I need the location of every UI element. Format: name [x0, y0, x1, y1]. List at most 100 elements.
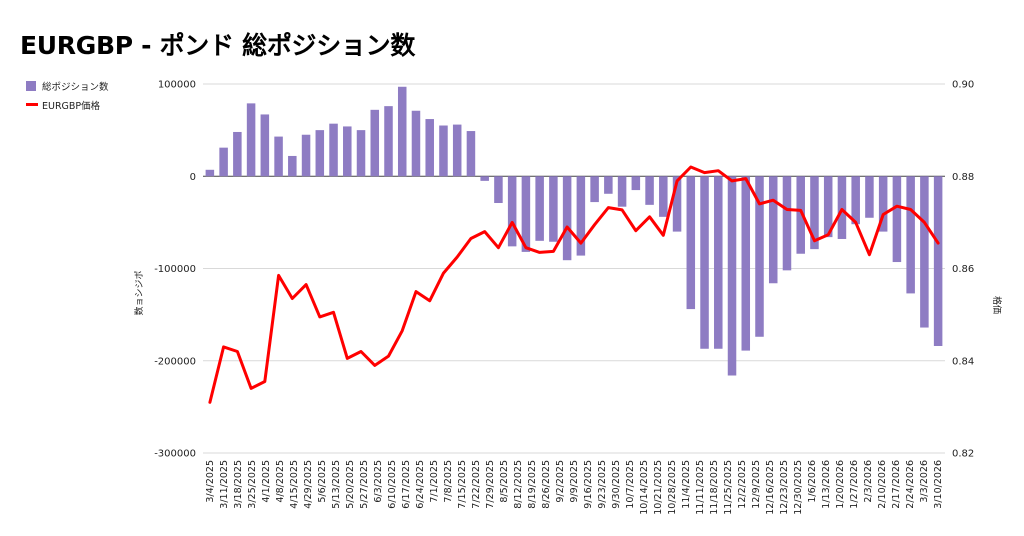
x-tick-label: 6/3/2025 [373, 460, 384, 503]
x-tick-label: 2/3/2026 [863, 460, 874, 503]
legend-item-price: EURGBP価格 [26, 95, 109, 114]
bar [590, 176, 599, 203]
bar [494, 176, 503, 204]
bar [411, 110, 421, 177]
x-tick-label: 12/23/2025 [779, 460, 790, 515]
bar [521, 176, 531, 252]
y-right-tick-label: 0.86 [952, 264, 974, 275]
x-tick-label: 9/2/2025 [555, 460, 566, 503]
x-tick-label: 4/1/2025 [261, 460, 272, 503]
bar [466, 131, 476, 177]
bar [370, 109, 380, 177]
bar [343, 126, 352, 177]
bar [535, 176, 544, 241]
bar [356, 130, 366, 177]
x-tick-label: 4/15/2025 [289, 460, 300, 509]
legend-swatch-line [26, 103, 38, 106]
bar [274, 136, 283, 177]
x-tick-label: 10/21/2025 [653, 460, 664, 515]
bar [645, 176, 654, 205]
x-tick-label: 6/24/2025 [415, 460, 426, 509]
x-tick-label: 11/18/2025 [709, 460, 720, 515]
legend: 総ポジション数 EURGBP価格 [26, 76, 109, 114]
x-tick-label: 8/26/2025 [541, 460, 552, 509]
line-series [208, 165, 940, 404]
y-left-tick-label: -200000 [154, 356, 196, 367]
x-tick-label: 8/12/2025 [513, 460, 524, 509]
x-tick-label: 6/10/2025 [387, 460, 398, 509]
bar [823, 176, 833, 238]
bar [631, 176, 641, 191]
chart-title: EURGBP - ポンド 総ポジション数 [20, 31, 416, 60]
bar [686, 176, 696, 310]
legend-swatch-bar [26, 80, 36, 91]
x-tick-label: 2/17/2026 [891, 460, 902, 509]
x-tick-label: 11/11/2025 [695, 460, 706, 515]
bar [659, 176, 668, 217]
x-tick-label: 8/19/2025 [527, 460, 538, 509]
bar [260, 114, 270, 177]
bar [288, 155, 297, 177]
x-tick-label: 9/9/2025 [569, 460, 580, 503]
bar [562, 176, 572, 261]
x-tick-label: 7/8/2025 [443, 460, 454, 503]
x-tick-label: 12/30/2025 [793, 460, 804, 515]
bar [714, 176, 723, 349]
x-tick-label: 3/18/2025 [233, 460, 244, 509]
bar [892, 176, 902, 263]
bar [205, 169, 215, 177]
bar-series [205, 86, 943, 376]
x-tick-label: 4/8/2025 [275, 460, 286, 503]
bar [906, 176, 915, 294]
bar [301, 134, 311, 177]
bar [782, 176, 792, 271]
x-tick-label: 9/23/2025 [597, 460, 608, 509]
bar [810, 176, 819, 250]
y-left-tick-label: -100000 [154, 264, 196, 275]
x-tick-label: 7/22/2025 [471, 460, 482, 509]
x-tick-label: 1/20/2026 [835, 460, 846, 509]
bar [425, 119, 434, 177]
x-tick-label: 12/16/2025 [765, 460, 776, 515]
x-tick-label: 3/25/2025 [247, 460, 258, 509]
bar [246, 103, 256, 177]
y-right-tick-label: 0.88 [952, 172, 974, 183]
bar [933, 176, 943, 346]
legend-item-positions: 総ポジション数 [26, 76, 109, 95]
y-right-tick-label: 0.90 [952, 80, 974, 91]
bar [439, 125, 448, 177]
bar [219, 147, 228, 177]
bar [233, 131, 242, 177]
price-line [208, 165, 940, 404]
x-tick-label: 6/17/2025 [401, 460, 412, 509]
x-tick-label: 3/4/2025 [205, 460, 216, 503]
x-tick-label: 7/1/2025 [429, 460, 440, 503]
bar [700, 176, 709, 349]
y-left-tick-label: 0 [190, 172, 196, 183]
x-tick-label: 7/29/2025 [485, 460, 496, 509]
bar [878, 176, 888, 232]
bar [604, 176, 613, 194]
bar [755, 176, 764, 337]
y-right-tick-label: 0.84 [952, 356, 974, 367]
x-axis: 3/4/2025 3/11/2025 3/18/2025 3/25/2025 4/1/2… [205, 460, 944, 515]
x-tick-label: 9/30/2025 [611, 460, 622, 509]
x-tick-label: 9/16/2025 [583, 460, 594, 509]
bar [315, 130, 325, 177]
x-tick-label: 5/27/2025 [359, 460, 370, 509]
x-tick-label: 5/20/2025 [345, 460, 356, 509]
bar [480, 176, 489, 181]
legend-label-price: EURGBP価格 [42, 100, 101, 112]
bar [768, 176, 778, 284]
bar [727, 176, 737, 376]
bar [549, 176, 558, 242]
x-tick-label: 10/7/2025 [625, 460, 636, 509]
y-right-tick-label: 0.82 [952, 449, 974, 460]
bar [796, 176, 805, 254]
bar [329, 123, 338, 177]
bar [576, 176, 586, 256]
x-tick-label: 1/27/2026 [849, 460, 860, 509]
x-tick-label: 2/10/2026 [877, 460, 888, 509]
x-tick-label: 5/13/2025 [331, 460, 342, 509]
